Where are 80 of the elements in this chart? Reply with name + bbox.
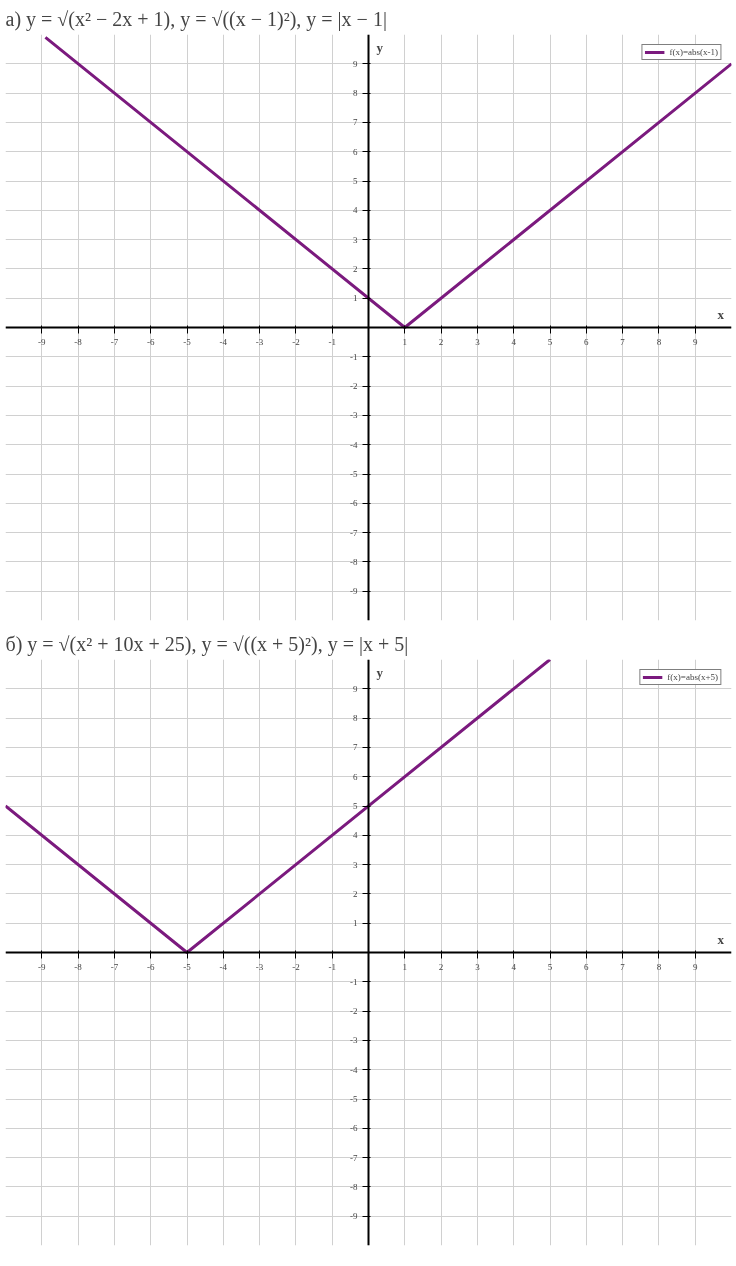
y-tick-label: 9 — [353, 683, 358, 694]
x-tick-label: -6 — [146, 336, 155, 347]
x-tick-label: -6 — [146, 961, 155, 972]
y-tick-label: 7 — [353, 117, 358, 128]
y-tick-label: 5 — [353, 176, 358, 186]
y-tick-label: -5 — [350, 1094, 358, 1104]
x-tick-label: 6 — [584, 961, 590, 972]
x-tick-label: 5 — [547, 961, 553, 972]
y-tick-label: -1 — [350, 351, 358, 362]
x-tick-label: -3 — [255, 961, 264, 972]
y-tick-label: -7 — [350, 1152, 358, 1163]
x-tick-label: -5 — [183, 961, 192, 972]
y-tick-label: 1 — [353, 918, 358, 929]
x-tick-label: 2 — [438, 336, 444, 347]
y-axis-title: y — [376, 664, 384, 680]
legend-label: f(x)=abs(x+5) — [667, 672, 718, 682]
y-tick-label: -4 — [350, 1064, 358, 1075]
x-tick-label: 8 — [656, 336, 662, 347]
y-tick-label: 6 — [353, 771, 358, 782]
y-tick-label: 8 — [353, 88, 358, 99]
y-tick-label: 7 — [353, 742, 358, 753]
y-tick-label: 2 — [353, 888, 358, 899]
x-tick-label: -1 — [328, 961, 336, 972]
y-tick-label: -8 — [350, 1181, 358, 1192]
x-tick-label: 9 — [692, 336, 698, 347]
x-tick-label: -1 — [328, 336, 336, 347]
x-tick-label: 5 — [547, 336, 553, 347]
x-tick-label: 7 — [620, 336, 626, 347]
y-tick-label: 5 — [353, 801, 358, 811]
y-tick-label: -2 — [350, 1006, 358, 1017]
y-tick-label: -6 — [350, 1123, 358, 1134]
x-tick-label: 8 — [656, 961, 662, 972]
y-tick-label: -2 — [350, 381, 358, 392]
x-tick-label: -2 — [292, 336, 300, 347]
x-tick-label: -7 — [110, 336, 119, 347]
y-tick-label: 8 — [353, 713, 358, 724]
y-tick-label: -6 — [350, 498, 358, 509]
y-tick-label: -8 — [350, 556, 358, 567]
y-axis-title: y — [376, 39, 384, 55]
chart-title: а) y = √(x² − 2x + 1), y = √((x − 1)²), y = |x − 1| — [5, 7, 387, 31]
x-tick-label: -9 — [38, 961, 47, 972]
x-tick-label: -4 — [219, 961, 228, 972]
x-tick-label: -5 — [183, 336, 192, 347]
y-tick-label: 3 — [353, 234, 358, 245]
x-tick-label: 3 — [475, 336, 481, 347]
legend-label: f(x)=abs(x-1) — [669, 47, 718, 57]
y-tick-label: -3 — [350, 410, 358, 421]
x-axis-title: x — [717, 931, 725, 947]
y-tick-label: 1 — [353, 293, 358, 304]
y-tick-label: -1 — [350, 976, 358, 987]
y-tick-label: 2 — [353, 263, 358, 274]
x-tick-label: 6 — [584, 336, 590, 347]
x-tick-label: 1 — [402, 961, 408, 972]
x-tick-label: -2 — [292, 961, 300, 972]
y-tick-label: -4 — [350, 439, 358, 450]
y-tick-label: -5 — [350, 469, 358, 479]
x-tick-label: -8 — [74, 336, 83, 347]
x-axis-title: x — [717, 306, 725, 322]
x-tick-label: 4 — [511, 336, 517, 347]
y-tick-label: -9 — [350, 1211, 358, 1222]
x-tick-label: 1 — [402, 336, 408, 347]
y-tick-label: -9 — [350, 586, 358, 597]
y-tick-label: 3 — [353, 859, 358, 870]
y-tick-label: 9 — [353, 58, 358, 69]
x-tick-label: -7 — [110, 961, 119, 972]
x-tick-label: -9 — [38, 336, 47, 347]
x-tick-label: -4 — [219, 336, 228, 347]
x-tick-label: 2 — [438, 961, 444, 972]
chart-title: б) y = √(x² + 10x + 25), y = √((x + 5)²), y = |x + 5| — [5, 632, 409, 656]
y-tick-label: 4 — [353, 830, 358, 841]
x-tick-label: 4 — [511, 961, 517, 972]
x-tick-label: -8 — [74, 961, 83, 972]
x-tick-label: 7 — [620, 961, 626, 972]
y-tick-label: -3 — [350, 1035, 358, 1046]
x-tick-label: -3 — [255, 336, 264, 347]
y-tick-label: -7 — [350, 527, 358, 538]
y-tick-label: 6 — [353, 146, 358, 157]
y-tick-label: 4 — [353, 205, 358, 216]
x-tick-label: 3 — [475, 961, 481, 972]
x-tick-label: 9 — [692, 961, 698, 972]
